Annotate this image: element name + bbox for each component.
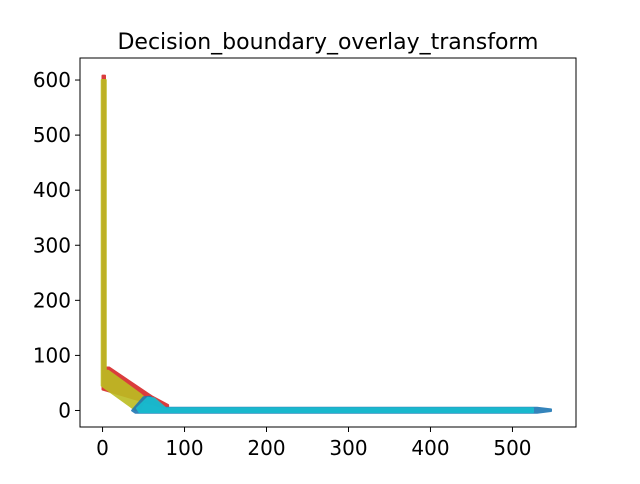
x-tick-label: 500 <box>493 436 531 460</box>
decision-region-olive-class <box>100 79 147 411</box>
x-tick-label: 100 <box>165 436 203 460</box>
chart-title: Decision_boundary_overlay_transform <box>117 30 538 55</box>
y-tick-label: 300 <box>33 233 71 257</box>
x-axis: 0 100 200 300 400 500 <box>96 427 532 460</box>
x-tick-label: 200 <box>247 436 285 460</box>
y-tick-label: 0 <box>58 398 71 422</box>
y-tick-label: 200 <box>33 288 71 312</box>
x-tick-label: 300 <box>329 436 367 460</box>
x-tick-label: 0 <box>96 436 109 460</box>
y-tick-label: 100 <box>33 343 71 367</box>
decision-regions <box>100 74 552 414</box>
y-tick-label: 400 <box>33 178 71 202</box>
y-tick-label: 500 <box>33 123 71 147</box>
decision-region-cyan-class <box>136 396 534 414</box>
y-axis: 0 100 200 300 400 500 600 <box>33 68 80 422</box>
plot-area-frame <box>79 57 577 428</box>
x-tick-label: 400 <box>411 436 449 460</box>
y-tick-label: 600 <box>33 68 71 92</box>
